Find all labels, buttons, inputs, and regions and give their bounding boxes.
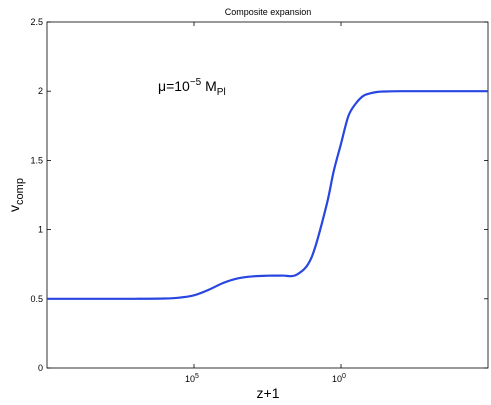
mu-annotation-unit: M bbox=[201, 78, 217, 94]
mu-annotation-base: μ=10 bbox=[158, 78, 190, 94]
y-axis-label-main: v bbox=[6, 205, 22, 212]
x-tick-label: 100 bbox=[332, 373, 346, 384]
plot-frame bbox=[46, 21, 489, 369]
y-tick-label: 0 bbox=[38, 363, 43, 373]
mu-annotation-exp: −5 bbox=[190, 77, 202, 88]
y-tick-label: 2.5 bbox=[30, 17, 43, 27]
mu-annotation-unit-sub: Pl bbox=[217, 87, 226, 98]
x-tick-label: 105 bbox=[185, 373, 199, 384]
y-tick-label: 1 bbox=[38, 225, 43, 235]
series-line-0 bbox=[46, 90, 488, 300]
x-axis-label: z+1 bbox=[257, 385, 280, 401]
mu-annotation: μ=10−5 MPl bbox=[158, 77, 226, 98]
chart-title: Composite expansion bbox=[225, 7, 312, 17]
y-axis-label: vcomp bbox=[6, 178, 26, 212]
y-axis-label-sub: comp bbox=[14, 178, 26, 205]
y-tick-label: 0.5 bbox=[30, 294, 43, 304]
y-tick-label: 1.5 bbox=[30, 155, 43, 165]
y-tick-label: 2 bbox=[38, 86, 43, 96]
